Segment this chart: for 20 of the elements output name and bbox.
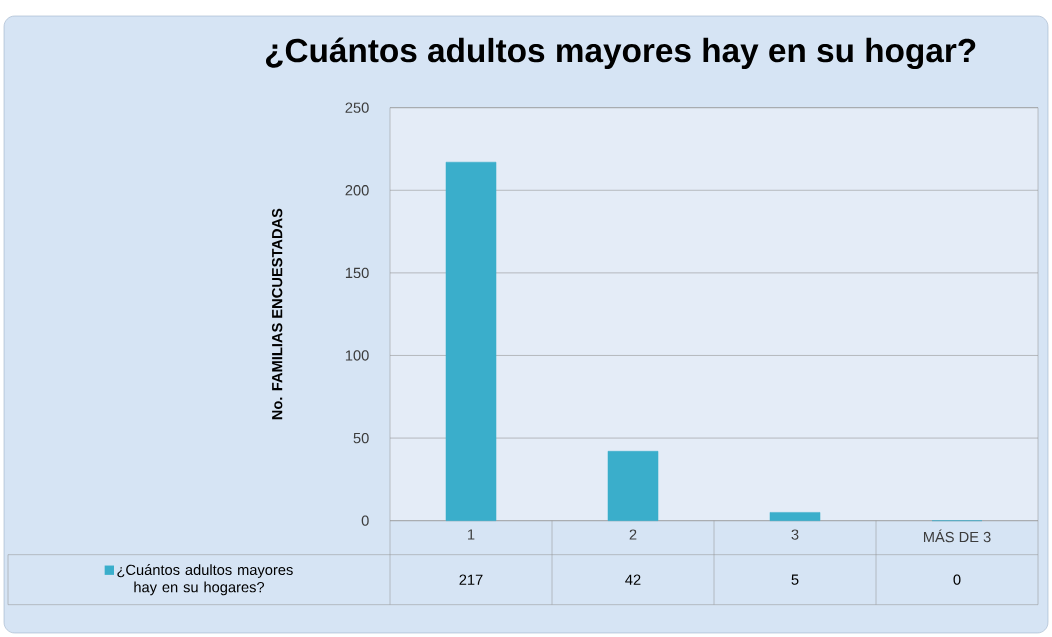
- bar: [445, 161, 497, 521]
- legend-label: ¿Cuántos adultos mayores hay en su hogares?: [117, 564, 293, 596]
- bar: [769, 512, 821, 521]
- x-tick-label: 3: [791, 529, 799, 540]
- x-tick-label: 2: [629, 529, 637, 540]
- chart-title: ¿Cuántos adultos mayores hay en su hogar?: [265, 37, 976, 70]
- y-tick-label: 250: [345, 102, 369, 113]
- bar: [607, 451, 659, 521]
- data-label: 5: [791, 574, 799, 585]
- x-tick-label: MÁS DE 3: [923, 529, 991, 543]
- y-tick-label: 150: [345, 267, 369, 279]
- y-tick-label: 200: [345, 185, 369, 196]
- data-label: 42: [625, 574, 641, 585]
- y-axis-title: No. FAMILIAS ENCUESTADAS: [271, 208, 283, 420]
- y-tick-label: 50: [353, 432, 369, 444]
- data-label: 0: [953, 574, 961, 585]
- x-tick-label: 1: [468, 529, 475, 540]
- data-label: 217: [459, 574, 483, 585]
- y-tick-label: 100: [345, 350, 369, 361]
- y-tick-label: 0: [361, 515, 369, 526]
